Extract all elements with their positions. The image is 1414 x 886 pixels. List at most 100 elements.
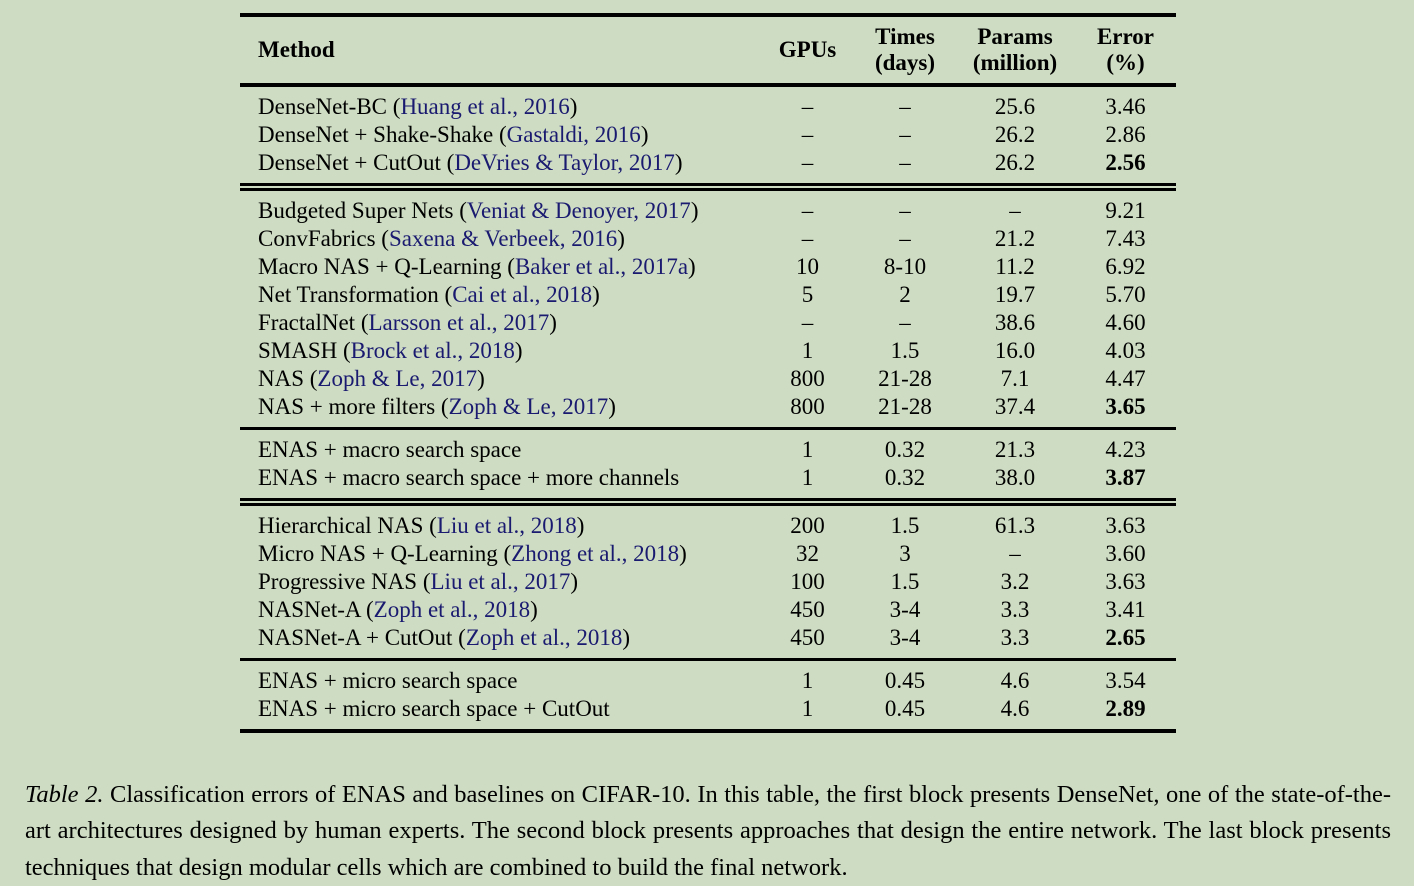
method-cell: ConvFabrics (Saxena & Verbeek, 2016) [240,225,760,253]
method-name: ENAS + micro search space + CutOut [258,696,610,721]
method-name-suffix: ) [549,310,557,335]
times-cell: 21-28 [855,365,955,393]
method-cell: Progressive NAS (Liu et al., 2017) [240,568,760,596]
method-name: ENAS + micro search space [258,668,518,693]
method-cell: Hierarchical NAS (Liu et al., 2018) [240,502,760,540]
params-cell: 21.2 [955,225,1075,253]
params-cell: 3.3 [955,624,1075,660]
method-cell: NASNet-A (Zoph et al., 2018) [240,596,760,624]
method-name: Macro NAS + Q-Learning ( [258,254,515,279]
gpus-cell: – [760,85,855,121]
params-cell: 26.2 [955,149,1075,187]
citation-link[interactable]: Huang et al., 2016 [400,94,569,119]
error-cell: 6.92 [1075,253,1176,281]
citation-link[interactable]: Gastaldi, 2016 [507,122,641,147]
header-params-line1: Params [955,24,1075,50]
error-cell: 3.41 [1075,596,1176,624]
error-cell: 4.03 [1075,337,1176,365]
citation-link[interactable]: Baker et al., 2017a [515,254,688,279]
method-name-suffix: ) [592,282,600,307]
params-cell: 11.2 [955,253,1075,281]
method-name-suffix: ) [530,597,538,622]
gpus-cell: 32 [760,540,855,568]
method-cell: NAS (Zoph & Le, 2017) [240,365,760,393]
header-params-line2: (million) [955,50,1075,76]
method-name: Net Transformation ( [258,282,452,307]
params-cell: 7.1 [955,365,1075,393]
header-gpus: GPUs [760,15,855,85]
method-cell: DenseNet + Shake-Shake (Gastaldi, 2016) [240,121,760,149]
table-row: NASNet-A + CutOut (Zoph et al., 2018)450… [240,624,1176,660]
method-name-suffix: ) [688,254,696,279]
block-entire-network-design: Budgeted Super Nets (Veniat & Denoyer, 2… [240,187,1176,429]
method-name: SMASH ( [258,338,351,363]
error-cell: 2.89 [1075,695,1176,731]
method-name: ConvFabrics ( [258,226,389,251]
gpus-cell: – [760,187,855,225]
citation-link[interactable]: Veniat & Denoyer, 2017 [467,198,691,223]
error-cell: 4.23 [1075,429,1176,465]
error-cell: 3.65 [1075,393,1176,429]
table-row: ENAS + macro search space + more channel… [240,464,1176,502]
citation-link[interactable]: Brock et al., 2018 [351,338,515,363]
citation-link[interactable]: Zoph & Le, 2017 [317,366,477,391]
times-cell: – [855,85,955,121]
citation-link[interactable]: Larsson et al., 2017 [368,310,549,335]
citation-link[interactable]: Zhong et al., 2018 [511,541,679,566]
caption-text: Classification errors of ENAS and baseli… [25,781,1391,881]
method-name-suffix: ) [570,94,578,119]
table-row: DenseNet + CutOut (DeVries & Taylor, 201… [240,149,1176,187]
table-header: Method GPUs Times (days) Params (million… [240,15,1176,85]
gpus-cell: 1 [760,695,855,731]
error-cell: 5.70 [1075,281,1176,309]
method-name: NASNet-A ( [258,597,374,622]
method-cell: ENAS + macro search space [240,429,760,465]
params-cell: 16.0 [955,337,1075,365]
header-times-line2: (days) [855,50,955,76]
error-cell: 3.63 [1075,502,1176,540]
header-error: Error (%) [1075,15,1176,85]
method-name-suffix: ) [515,338,523,363]
times-cell: 1.5 [855,337,955,365]
citation-link[interactable]: Zoph & Le, 2017 [449,394,609,419]
header-times: Times (days) [855,15,955,85]
error-cell: 7.43 [1075,225,1176,253]
method-cell: Budgeted Super Nets (Veniat & Denoyer, 2… [240,187,760,225]
citation-link[interactable]: Liu et al., 2018 [437,513,577,538]
citation-link[interactable]: DeVries & Taylor, 2017 [454,150,675,175]
header-error-line1: Error [1075,24,1176,50]
method-name-suffix: ) [641,122,649,147]
params-cell: 26.2 [955,121,1075,149]
citation-link[interactable]: Cai et al., 2018 [452,282,592,307]
header-method: Method [240,15,760,85]
error-cell: 3.46 [1075,85,1176,121]
method-cell: DenseNet-BC (Huang et al., 2016) [240,85,760,121]
method-name-suffix: ) [477,366,485,391]
gpus-cell: 200 [760,502,855,540]
citation-link[interactable]: Liu et al., 2017 [431,569,571,594]
citation-link[interactable]: Zoph et al., 2018 [466,625,623,650]
citation-link[interactable]: Saxena & Verbeek, 2016 [389,226,617,251]
results-table: Method GPUs Times (days) Params (million… [240,13,1176,733]
table-row: Macro NAS + Q-Learning (Baker et al., 20… [240,253,1176,281]
header-params: Params (million) [955,15,1075,85]
header-times-line1: Times [855,24,955,50]
times-cell: 2 [855,281,955,309]
times-cell: 0.45 [855,660,955,696]
citation-link[interactable]: Zoph et al., 2018 [374,597,531,622]
params-cell: – [955,187,1075,225]
times-cell: – [855,149,955,187]
table-row: Micro NAS + Q-Learning (Zhong et al., 20… [240,540,1176,568]
error-cell: 2.56 [1075,149,1176,187]
method-cell: NASNet-A + CutOut (Zoph et al., 2018) [240,624,760,660]
method-name: ENAS + macro search space [258,437,521,462]
method-name: NAS + more filters ( [258,394,449,419]
